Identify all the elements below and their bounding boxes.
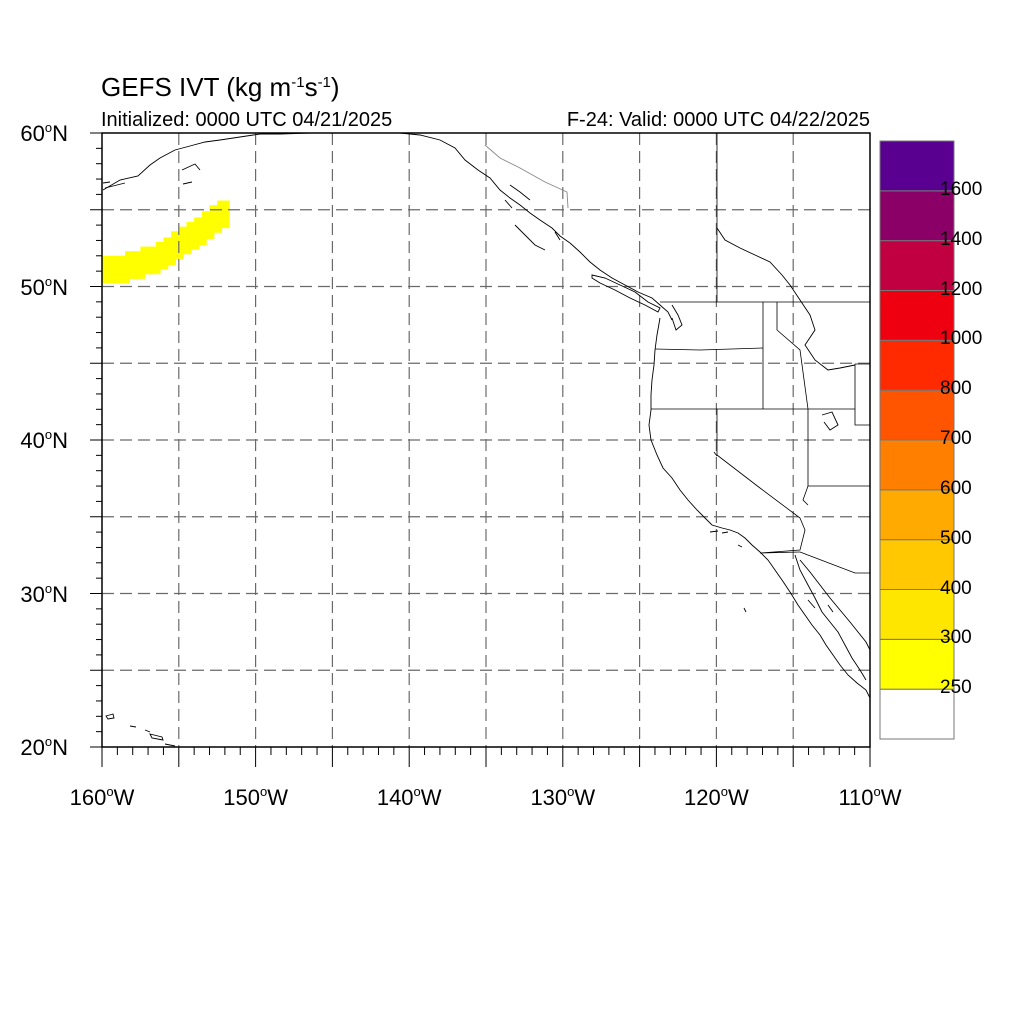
colorbar [879,140,955,740]
vancouver-island [591,274,661,313]
lat-label: 50oN [20,273,68,300]
axis-ticks [90,132,871,767]
colorbar-bin [879,688,955,740]
channel-islands [709,530,747,613]
colorbar-bin [879,638,955,690]
coastlines-and-borders [102,132,871,747]
colorbar-label: 400 [940,577,972,599]
lon-label: 110oW [838,784,902,810]
colorbar-bin [879,140,955,192]
hawaii-islands [105,713,176,747]
colorbar-label: 700 [940,428,972,449]
lat-label: 30oN [20,580,68,607]
state-borders [651,133,870,574]
mainland-mexico-coast [799,559,871,651]
lon-label: 120oW [684,784,749,810]
interior-coast [716,227,856,371]
gulf-islands [807,599,834,613]
colorbar-bin [879,190,955,242]
colorbar-bin [879,439,955,491]
lon-label: 130oW [530,784,596,810]
baja-peninsula [794,554,867,681]
colorbar-bin [879,339,955,391]
colorbar-bin [879,589,955,640]
colorbar-label: 250 [940,677,972,699]
lon-label: 140oW [376,784,442,810]
alaska-coastline [102,132,571,244]
ivt-shading [102,200,230,284]
alaska-islands [504,184,561,251]
colorbar-label: 500 [940,527,972,549]
colorbar-bin [879,539,955,591]
lat-label: 60oN [20,120,68,146]
ivt-cell [217,200,230,229]
lon-label: 160oW [69,784,135,810]
init-time-label: Initialized: 0000 UTC 04/21/2025 [101,109,393,131]
colorbar-label: 1000 [940,328,983,350]
puget-sound [671,304,683,331]
lat-label: 20oN [20,734,68,760]
lat-label: 40oN [20,427,68,453]
bc-coastline [569,242,673,321]
colorbar-label: 800 [940,378,972,400]
valid-time-label: F-24: Valid: 0000 UTC 04/22/2025 [566,109,870,131]
colorbar-label: 300 [940,627,972,649]
colorbar-label: 600 [940,477,972,499]
colorbar-label: 1200 [940,278,983,300]
alaska-canada-border [484,144,569,209]
lon-label: 150oW [223,784,288,810]
aleutian-islands [102,163,201,189]
colorbar-label: 1400 [940,228,983,250]
colorbar-label: 1600 [940,178,983,200]
lat-lon-gridlines [102,133,870,747]
colorbar-bin [879,240,955,292]
lake-shapes [821,411,839,431]
us-west-coastline [648,317,871,699]
map-title: GEFS IVT (kg m-1s-1) [101,72,340,102]
